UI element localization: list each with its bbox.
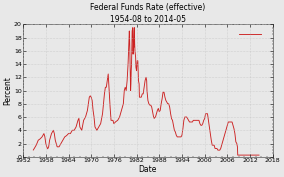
- Title: Federal Funds Rate (effective)
1954-08 to 2014-05: Federal Funds Rate (effective) 1954-08 t…: [90, 4, 206, 24]
- Y-axis label: Percent: Percent: [3, 76, 12, 105]
- X-axis label: Date: Date: [139, 165, 157, 173]
